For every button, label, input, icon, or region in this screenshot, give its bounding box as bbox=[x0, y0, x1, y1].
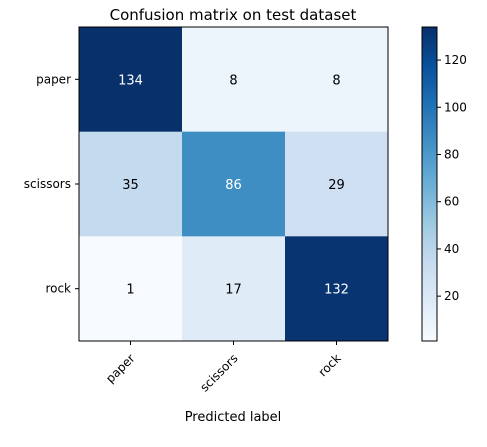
cell-value-label: 86 bbox=[225, 178, 242, 193]
heatmap-cell bbox=[182, 236, 286, 342]
colorbar-tick-label: 60 bbox=[444, 195, 459, 209]
y-tick-label: rock bbox=[45, 282, 71, 296]
heatmap-cell bbox=[79, 131, 183, 237]
cell-value-label: 1 bbox=[126, 283, 134, 298]
colorbar-tick-label: 80 bbox=[444, 147, 459, 161]
x-tick-label: scissors bbox=[197, 351, 240, 394]
cell-value-label: 35 bbox=[122, 178, 139, 193]
heatmap-cell bbox=[285, 27, 389, 133]
heatmap-cell bbox=[79, 236, 183, 342]
colorbar-tick-label: 120 bbox=[444, 53, 467, 67]
colorbar-tick-label: 100 bbox=[444, 100, 467, 114]
cell-value-label: 17 bbox=[225, 283, 242, 298]
colorbar bbox=[421, 26, 438, 342]
x-axis-ticks: paper scissors rock bbox=[103, 341, 344, 395]
colorbar-tick-label: 20 bbox=[444, 289, 459, 303]
colorbar-tick-label: 40 bbox=[444, 242, 459, 256]
heatmap-cell bbox=[182, 27, 286, 133]
y-axis-ticks: paper scissors rock bbox=[24, 72, 79, 296]
cell-value-label: 8 bbox=[332, 73, 340, 88]
x-axis-label: Predicted label bbox=[185, 410, 282, 425]
y-tick-label: scissors bbox=[24, 177, 71, 191]
cell-value-label: 29 bbox=[328, 178, 345, 193]
heatmap-cells bbox=[79, 27, 389, 342]
heatmap-cell bbox=[182, 131, 286, 237]
x-tick-label: paper bbox=[103, 351, 138, 386]
heatmap-cell bbox=[79, 27, 183, 133]
heatmap-cell bbox=[285, 131, 389, 237]
y-tick-label: paper bbox=[36, 72, 71, 86]
heatmap-cell bbox=[285, 236, 389, 342]
chart-title: Confusion matrix on test dataset bbox=[110, 6, 357, 24]
cell-value-label: 8 bbox=[229, 73, 237, 88]
cell-value-label: 134 bbox=[118, 73, 143, 88]
colorbar-ticks: 20 40 60 80 100 120 bbox=[437, 53, 467, 303]
cell-value-label: 132 bbox=[324, 283, 349, 298]
heatmap-cell-labels: 134 8 8 35 86 29 1 17 132 bbox=[118, 73, 349, 297]
x-tick-label: rock bbox=[316, 351, 344, 379]
